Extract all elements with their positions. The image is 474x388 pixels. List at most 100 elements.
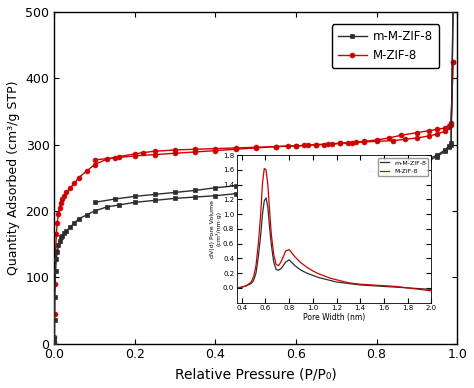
M-ZIF-8 [305,143,311,147]
M-ZIF-8 [72,181,77,185]
m-M-ZIF-8 [328,278,334,283]
m-M-ZIF-8 [192,195,198,199]
m-M-ZIF-8 [369,283,375,288]
m-M-ZIF-8 [381,284,387,289]
M-ZIF-8 [132,152,138,156]
m-M-ZIF-8 [116,203,122,207]
M-ZIF-8 [253,263,259,268]
M-ZIF-8 [62,193,67,198]
m-M-ZIF-8 [248,281,254,286]
M-ZIF-8 [339,279,345,284]
m-M-ZIF-8 [152,198,158,203]
m-M-ZIF-8 [262,199,267,203]
M-ZIF-8 [92,162,98,167]
M-ZIF-8 [386,136,392,140]
M-ZIF-8 [374,138,379,142]
m-M-ZIF-8 [316,275,321,280]
M-ZIF-8 [271,253,277,257]
m-M-ZIF-8 [278,267,283,271]
M-ZIF-8 [152,149,158,154]
M-ZIF-8 [398,133,403,138]
M-ZIF-8 [52,282,58,286]
M-ZIF-8 [140,150,146,155]
m-M-ZIF-8 [258,232,264,237]
M-ZIF-8 [234,286,240,290]
M-ZIF-8 [292,255,298,259]
M-ZIF-8 [84,169,90,173]
M-ZIF-8 [426,128,432,133]
m-M-ZIF-8 [52,340,57,345]
M-ZIF-8 [346,140,351,145]
M-ZIF-8 [192,147,198,152]
M-ZIF-8 [273,144,279,149]
M-ZIF-8 [381,283,387,288]
m-M-ZIF-8 [60,233,65,238]
M-ZIF-8 [76,175,82,180]
M-ZIF-8 [369,282,375,287]
m-M-ZIF-8 [273,188,279,193]
m-M-ZIF-8 [55,250,60,255]
m-M-ZIF-8 [233,191,238,196]
M-ZIF-8 [304,265,310,270]
M-ZIF-8 [262,166,267,171]
M-ZIF-8 [104,157,109,161]
m-M-ZIF-8 [310,273,316,278]
m-M-ZIF-8 [426,156,432,161]
M-ZIF-8 [239,285,245,289]
m-M-ZIF-8 [428,287,434,292]
M-ZIF-8 [322,274,328,279]
M-ZIF-8 [248,280,254,284]
M-ZIF-8 [362,139,367,144]
M-ZIF-8 [55,212,61,217]
m-M-ZIF-8 [293,187,299,191]
M-ZIF-8 [446,124,452,128]
Line: M-ZIF-8: M-ZIF-8 [237,168,431,291]
M-ZIF-8 [244,283,249,288]
m-M-ZIF-8 [304,271,310,275]
m-M-ZIF-8 [362,177,367,182]
M-ZIF-8 [54,232,59,237]
m-M-ZIF-8 [450,6,456,11]
m-M-ZIF-8 [337,181,343,185]
m-M-ZIF-8 [132,200,138,204]
m-M-ZIF-8 [92,209,98,213]
M-ZIF-8 [276,263,282,268]
m-M-ZIF-8 [417,286,422,291]
m-M-ZIF-8 [253,271,259,275]
M-ZIF-8 [334,277,339,282]
m-M-ZIF-8 [298,268,304,272]
M-ZIF-8 [450,59,456,64]
m-M-ZIF-8 [280,263,286,268]
M-ZIF-8 [442,126,448,130]
M-ZIF-8 [337,141,343,146]
m-M-ZIF-8 [64,229,69,233]
m-M-ZIF-8 [84,213,90,217]
Y-axis label: dV(d) Pore Volume
(cm³/nm·g): dV(d) Pore Volume (cm³/nm·g) [210,200,221,258]
m-M-ZIF-8 [398,169,403,173]
M-ZIF-8 [68,185,73,190]
M-ZIF-8 [283,249,288,253]
m-M-ZIF-8 [334,280,339,284]
m-M-ZIF-8 [271,260,277,265]
m-M-ZIF-8 [286,258,292,262]
M-ZIF-8 [346,281,351,285]
m-M-ZIF-8 [339,281,345,285]
m-M-ZIF-8 [68,225,73,229]
m-M-ZIF-8 [54,256,59,261]
m-M-ZIF-8 [346,281,351,286]
M-ZIF-8 [213,146,219,151]
m-M-ZIF-8 [321,184,327,188]
m-M-ZIF-8 [414,162,419,167]
M-ZIF-8 [53,248,58,253]
m-M-ZIF-8 [255,255,261,259]
M-ZIF-8 [52,341,57,346]
m-M-ZIF-8 [234,286,240,290]
m-M-ZIF-8 [52,336,57,341]
M-ZIF-8 [414,130,419,135]
m-M-ZIF-8 [448,142,454,147]
M-ZIF-8 [328,276,334,281]
m-M-ZIF-8 [265,204,271,209]
M-ZIF-8 [316,272,321,276]
M-ZIF-8 [357,282,363,286]
m-M-ZIF-8 [393,285,399,289]
